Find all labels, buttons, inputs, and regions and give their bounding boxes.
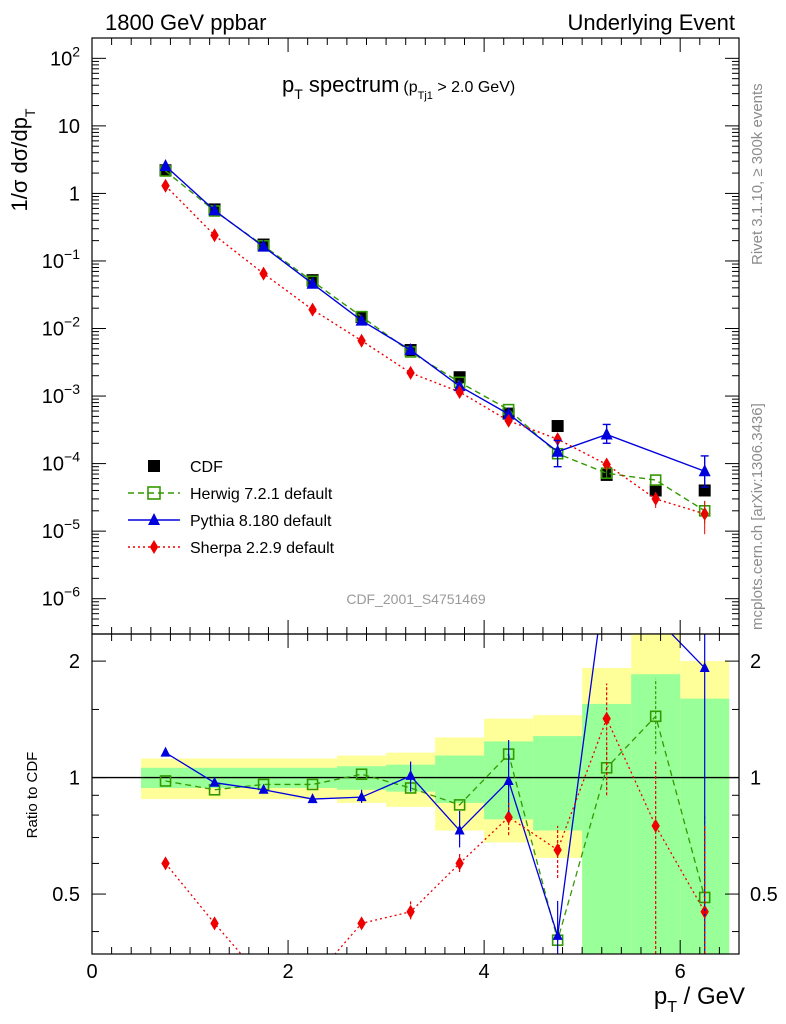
ratio-point [308,973,316,987]
upper-ytick-label: 10−5 [42,516,80,543]
legend-label: CDF [190,459,223,476]
series-line-2 [165,165,705,472]
lower-panel: 0.5 0.5 1 1 2 2 0 2 4 6 Ratio to CDF pT / GeV [24,561,778,1016]
data-point [355,313,368,326]
data-point [259,266,268,281]
legend-marker [149,540,159,554]
ratio-point [259,973,267,987]
x-tick-label: 0 [86,961,97,983]
lower-ytick-label-right: 1 [750,768,761,790]
data-point [404,343,417,356]
legend-marker [147,486,161,500]
series-line-1 [165,170,706,512]
legend-marker [148,513,160,525]
lower-ytick-label-right: 2 [750,651,761,673]
upper-ytick-label: 10−3 [42,381,80,408]
ratio-line-2 [165,716,706,954]
mcplots-label: mcplots.cern.ch [arXiv:1306.3436] [749,403,766,630]
ratio-point [553,842,562,857]
data-point [502,407,515,420]
header-left: 1800 GeV ppbar [105,10,266,35]
lower-ylabel: Ratio to CDF [24,752,41,839]
ratio-point [306,778,319,791]
ratio-point [355,768,368,781]
lower-marks [159,561,711,987]
ratio-point [161,856,170,871]
ratio-point [357,916,366,931]
legend-label: Sherpa 2.2.9 default [190,540,335,557]
upper-ytick-label: 10−1 [42,246,80,273]
series-line-3 [165,185,705,515]
data-point [357,333,366,348]
upper-ytick-label: 10−6 [42,584,80,611]
upper-ytick-label: 1 [69,183,80,205]
data-point [455,384,464,399]
data-point [306,276,319,289]
lower-ytick-label: 1 [69,768,80,790]
x-tick-label: 2 [282,961,293,983]
upper-ylabel: 1/σ dσ/dpT [7,108,38,211]
upper-ytick-label: 102 [50,43,80,70]
data-point [649,484,662,497]
data-point [161,178,170,193]
legend-marker [148,460,160,472]
upper-axes: 102 10 1 10−1 10−2 10−3 10−4 10−5 10−6 [42,37,739,635]
data-point [406,365,415,380]
data-point [257,239,270,252]
lower-ytick-label-right: 0.5 [750,884,778,906]
ratio-line-0 [165,715,706,943]
x-tick-label: 6 [675,961,686,983]
data-point [602,457,611,472]
x-axis-label: pT / GeV [654,983,745,1016]
upper-ytick-label: 10−2 [42,314,80,341]
watermark: CDF_2001_S4751469 [346,591,486,607]
data-point [159,158,172,171]
ratio-point [258,783,269,794]
upper-title: pT spectrum (pTj1 > 2.0 GeV) [282,72,515,102]
data-point [551,420,564,433]
data-point [504,413,513,428]
data-point [308,302,317,317]
ratio-bands [92,634,739,954]
upper-panel: 102 10 1 10−1 10−2 10−3 10−4 10−5 10−6 pT spectr… [7,37,740,635]
data-point [553,432,562,447]
lower-axes: 0.5 0.5 1 1 2 2 0 2 4 6 [52,634,778,983]
upper-marks [159,158,711,535]
ratio-point [210,916,219,931]
legend-label: Pythia 8.180 default [190,513,332,530]
ratio-point [453,799,466,811]
lower-ytick-label: 0.5 [52,884,80,906]
ratio-point [160,746,171,757]
ratio-point [209,776,220,787]
upper-ytick-label: 10 [58,116,80,138]
band-1sigma [533,736,583,831]
ratio-point [602,561,612,571]
ratio-point [455,856,464,871]
data-point [649,474,662,486]
ratio-point [651,818,660,833]
data-point [208,203,221,216]
band-1sigma [435,755,485,803]
header-right: Underlying Event [567,10,735,35]
lower-frame [91,633,740,955]
lower-ytick-label: 2 [69,651,80,673]
upper-ytick-label: 10−4 [42,449,80,476]
ratio-point [159,775,172,787]
legend: CDF Herwig 7.2.1 default Pythia 8.180 defa… [128,459,335,557]
rivet-version-label: Rivet 3.1.10, ≥ 300k events [749,83,766,265]
x-tick-label: 4 [479,961,490,983]
legend-label: Herwig 7.2.1 default [190,486,333,503]
data-point [210,228,219,243]
band-1sigma [582,703,632,954]
